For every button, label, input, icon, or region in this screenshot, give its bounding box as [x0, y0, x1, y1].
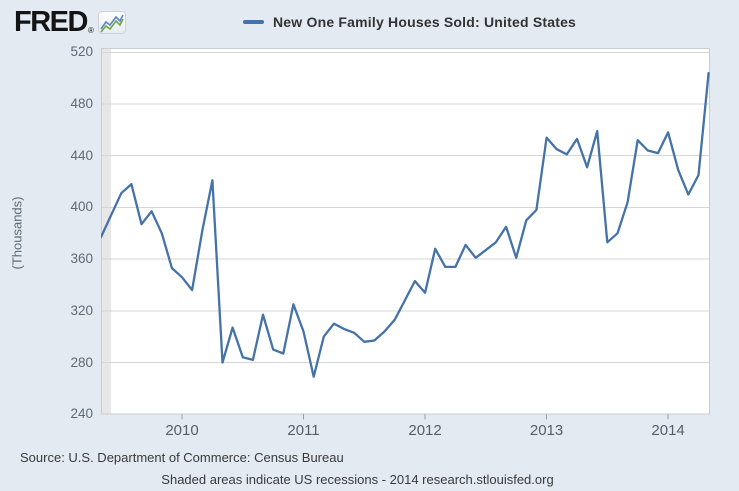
- chart-canvas: [99, 48, 710, 420]
- x-tick-label: 2013: [529, 422, 564, 439]
- registered-trademark-symbol: ®: [87, 26, 94, 35]
- x-tick-label: 2011: [287, 422, 320, 439]
- x-tick-label: 2012: [408, 422, 442, 439]
- legend-line-swatch: [243, 20, 264, 24]
- plot-border: [101, 48, 710, 415]
- y-tick-label: 320: [70, 302, 93, 318]
- x-tick-label: 2010: [165, 422, 199, 439]
- y-tick-label: 360: [70, 251, 93, 267]
- y-tick-label: 240: [70, 406, 93, 422]
- y-tick-label: 480: [70, 96, 93, 111]
- y-tick-label: 400: [70, 199, 93, 215]
- y-tick-label: 280: [70, 354, 93, 370]
- fred-logo-text: FRED: [14, 6, 88, 38]
- plot-area[interactable]: [99, 48, 710, 421]
- fred-logo[interactable]: FRED ®: [14, 8, 126, 37]
- y-tick-label: 520: [70, 44, 93, 60]
- legend-series-label: New One Family Houses Sold: United State…: [273, 14, 577, 30]
- recession-band: [101, 48, 112, 415]
- fred-logo-chart-icon: [97, 11, 126, 34]
- series-line[interactable]: [99, 71, 710, 378]
- recession-note-and-watermark: Shaded areas indicate US recessions - 20…: [161, 472, 554, 487]
- x-tick-label: 2014: [651, 422, 685, 439]
- y-tick-label: 440: [70, 147, 93, 163]
- source-attribution: Source: U.S. Department of Commerce: Cen…: [20, 450, 344, 465]
- chart-legend[interactable]: New One Family Houses Sold: United State…: [243, 11, 576, 33]
